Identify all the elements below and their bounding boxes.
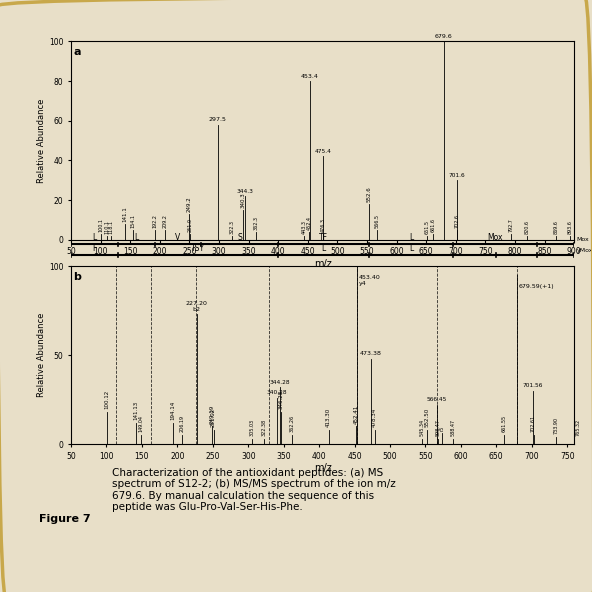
Text: 792.7: 792.7 bbox=[508, 218, 513, 232]
Text: 443.3: 443.3 bbox=[301, 220, 307, 234]
X-axis label: m/z: m/z bbox=[314, 464, 332, 474]
Text: 251.0: 251.0 bbox=[188, 218, 192, 232]
Text: 362.26: 362.26 bbox=[290, 416, 295, 432]
Text: 227.20
b2: 227.20 b2 bbox=[186, 301, 208, 311]
Text: 545.34: 545.34 bbox=[420, 419, 424, 436]
Text: 552.6: 552.6 bbox=[366, 186, 371, 202]
Text: 413.30: 413.30 bbox=[326, 408, 331, 427]
Text: 475.4: 475.4 bbox=[314, 149, 332, 154]
Text: L: L bbox=[321, 244, 326, 253]
Text: L: L bbox=[409, 244, 413, 253]
Text: 476.3: 476.3 bbox=[321, 218, 326, 232]
Text: a: a bbox=[73, 47, 81, 57]
Text: 679.6: 679.6 bbox=[435, 34, 453, 39]
Text: Characterization of the antioxidant peptides: (a) MS
spectrum of S12-2; (b) MS/M: Characterization of the antioxidant pept… bbox=[112, 468, 396, 512]
Text: 820.6: 820.6 bbox=[525, 220, 530, 234]
Text: 679.59(+1): 679.59(+1) bbox=[519, 284, 554, 289]
Text: 340.28: 340.28 bbox=[266, 390, 287, 395]
Text: 452.4: 452.4 bbox=[307, 216, 312, 230]
Text: 322.3: 322.3 bbox=[230, 220, 235, 234]
Text: 473.38: 473.38 bbox=[360, 351, 382, 356]
Text: 362.3: 362.3 bbox=[253, 216, 259, 230]
Text: 651.5: 651.5 bbox=[424, 220, 430, 234]
Text: 118.1: 118.1 bbox=[109, 220, 114, 234]
Text: 453.40
y4: 453.40 y4 bbox=[358, 275, 380, 286]
Text: 340.3: 340.3 bbox=[240, 192, 246, 208]
Text: 192.2: 192.2 bbox=[153, 214, 157, 228]
Text: V: V bbox=[175, 233, 181, 242]
Text: 566.45: 566.45 bbox=[427, 397, 447, 403]
Text: 701.56: 701.56 bbox=[523, 383, 543, 388]
Text: 452.41: 452.41 bbox=[354, 404, 359, 424]
Y-axis label: Relative Abundance: Relative Abundance bbox=[37, 98, 46, 183]
Text: 661.55: 661.55 bbox=[502, 416, 507, 432]
Text: 733.90: 733.90 bbox=[554, 417, 558, 435]
Text: L: L bbox=[92, 233, 96, 242]
Text: 209.2: 209.2 bbox=[163, 214, 168, 228]
Text: 344.28: 344.28 bbox=[269, 379, 290, 385]
Text: 552.50: 552.50 bbox=[424, 408, 430, 427]
Text: 893.6: 893.6 bbox=[568, 220, 573, 234]
Text: 305.03: 305.03 bbox=[249, 419, 255, 436]
Text: 249.2: 249.2 bbox=[186, 196, 191, 211]
Text: r5: r5 bbox=[440, 426, 445, 431]
Text: 110.1: 110.1 bbox=[104, 220, 109, 234]
Text: Mox: Mox bbox=[487, 233, 503, 242]
Text: 566.5: 566.5 bbox=[374, 214, 379, 228]
Text: 702.61: 702.61 bbox=[531, 416, 536, 432]
Text: 194.14: 194.14 bbox=[170, 401, 176, 420]
Y-axis label: Relative Abundance: Relative Abundance bbox=[37, 313, 46, 397]
Text: L: L bbox=[134, 233, 139, 242]
Text: Mox: Mox bbox=[577, 237, 589, 242]
Text: 478.34: 478.34 bbox=[372, 408, 377, 427]
Text: 702.6: 702.6 bbox=[455, 214, 460, 228]
Text: 141.1: 141.1 bbox=[123, 206, 127, 221]
Text: F: F bbox=[92, 244, 96, 253]
Text: 149.04: 149.04 bbox=[139, 416, 144, 432]
Text: 141.13: 141.13 bbox=[133, 401, 138, 420]
Text: 249.19: 249.19 bbox=[210, 404, 215, 424]
Text: 322.38: 322.38 bbox=[262, 419, 266, 436]
Text: 251.02: 251.02 bbox=[211, 408, 216, 427]
Text: 206.19: 206.19 bbox=[179, 416, 184, 432]
Text: Figure 7: Figure 7 bbox=[39, 514, 91, 525]
X-axis label: m/z: m/z bbox=[314, 259, 332, 269]
Text: 869.6: 869.6 bbox=[554, 220, 559, 234]
Text: 297.5: 297.5 bbox=[208, 117, 227, 123]
Text: 100.1: 100.1 bbox=[98, 218, 103, 232]
Text: b: b bbox=[73, 272, 82, 282]
Text: TF: TF bbox=[319, 233, 328, 242]
Text: 453.4: 453.4 bbox=[301, 74, 318, 79]
Text: 701.6: 701.6 bbox=[449, 173, 465, 178]
Text: 598.47: 598.47 bbox=[436, 419, 441, 436]
Text: L: L bbox=[409, 233, 413, 242]
Text: S: S bbox=[237, 233, 242, 242]
Text: 661.6: 661.6 bbox=[430, 218, 436, 232]
Text: 588.47: 588.47 bbox=[450, 419, 455, 436]
Text: 100.12: 100.12 bbox=[104, 390, 109, 410]
Text: TSY: TSY bbox=[191, 244, 205, 253]
Text: 346.28: 346.28 bbox=[278, 390, 284, 410]
Text: 154.1: 154.1 bbox=[130, 214, 135, 228]
Text: 765.32: 765.32 bbox=[575, 419, 581, 436]
Text: yMox: yMox bbox=[577, 248, 592, 253]
Text: 344.3: 344.3 bbox=[237, 189, 254, 194]
